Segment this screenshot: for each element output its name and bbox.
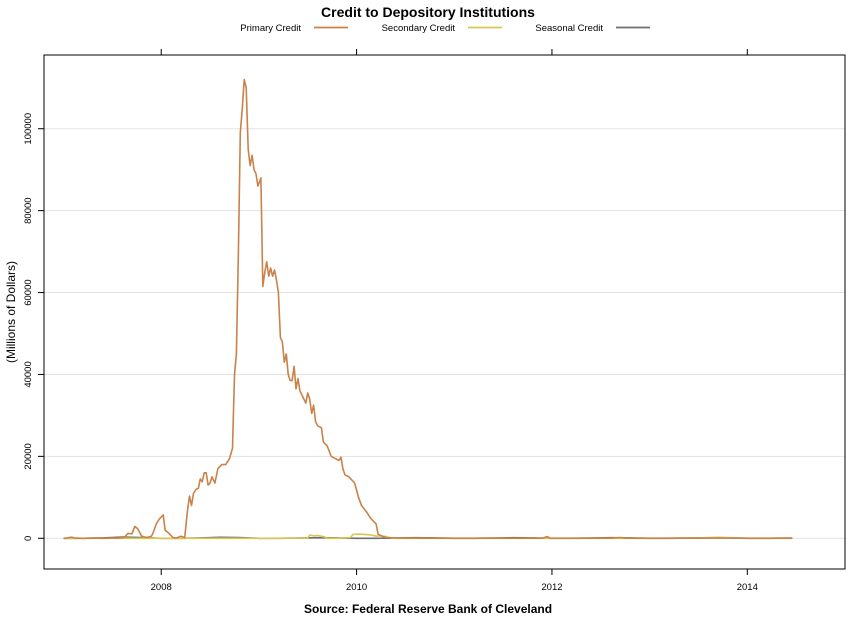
plot-frame xyxy=(43,54,846,570)
legend: Primary Credit Secondary Credit Seasonal C… xyxy=(240,23,650,34)
y-tick-label-3: 60000 xyxy=(23,279,34,305)
x-tick-label-1: 2010 xyxy=(346,582,367,593)
y-tick-label-0: 0 xyxy=(23,536,34,541)
y-axis: 0 20000 40000 60000 80000 100000 xyxy=(23,113,44,541)
legend-label-secondary-credit: Secondary Credit xyxy=(382,23,456,34)
legend-label-seasonal-credit: Seasonal Credit xyxy=(535,23,603,34)
chart-title: Credit to Depository Institutions xyxy=(321,4,535,20)
x-axis: 2008 2010 2012 2014 xyxy=(151,49,758,593)
source-caption: Source: Federal Reserve Bank of Clevelan… xyxy=(304,602,552,616)
grid xyxy=(44,128,845,539)
x-tick-label-3: 2014 xyxy=(737,582,758,593)
y-tick-label-1: 20000 xyxy=(23,443,34,469)
y-axis-label: (Millions of Dollars) xyxy=(4,261,18,363)
x-tick-label-2: 2012 xyxy=(541,582,562,593)
series-line-primary-credit xyxy=(63,78,793,540)
legend-label-primary-credit: Primary Credit xyxy=(240,23,301,34)
y-tick-label-4: 80000 xyxy=(23,197,34,223)
y-tick-label-2: 40000 xyxy=(23,361,34,387)
x-tick-label-0: 2008 xyxy=(151,582,172,593)
y-tick-label-5: 100000 xyxy=(23,113,34,145)
series-layer xyxy=(63,78,793,540)
